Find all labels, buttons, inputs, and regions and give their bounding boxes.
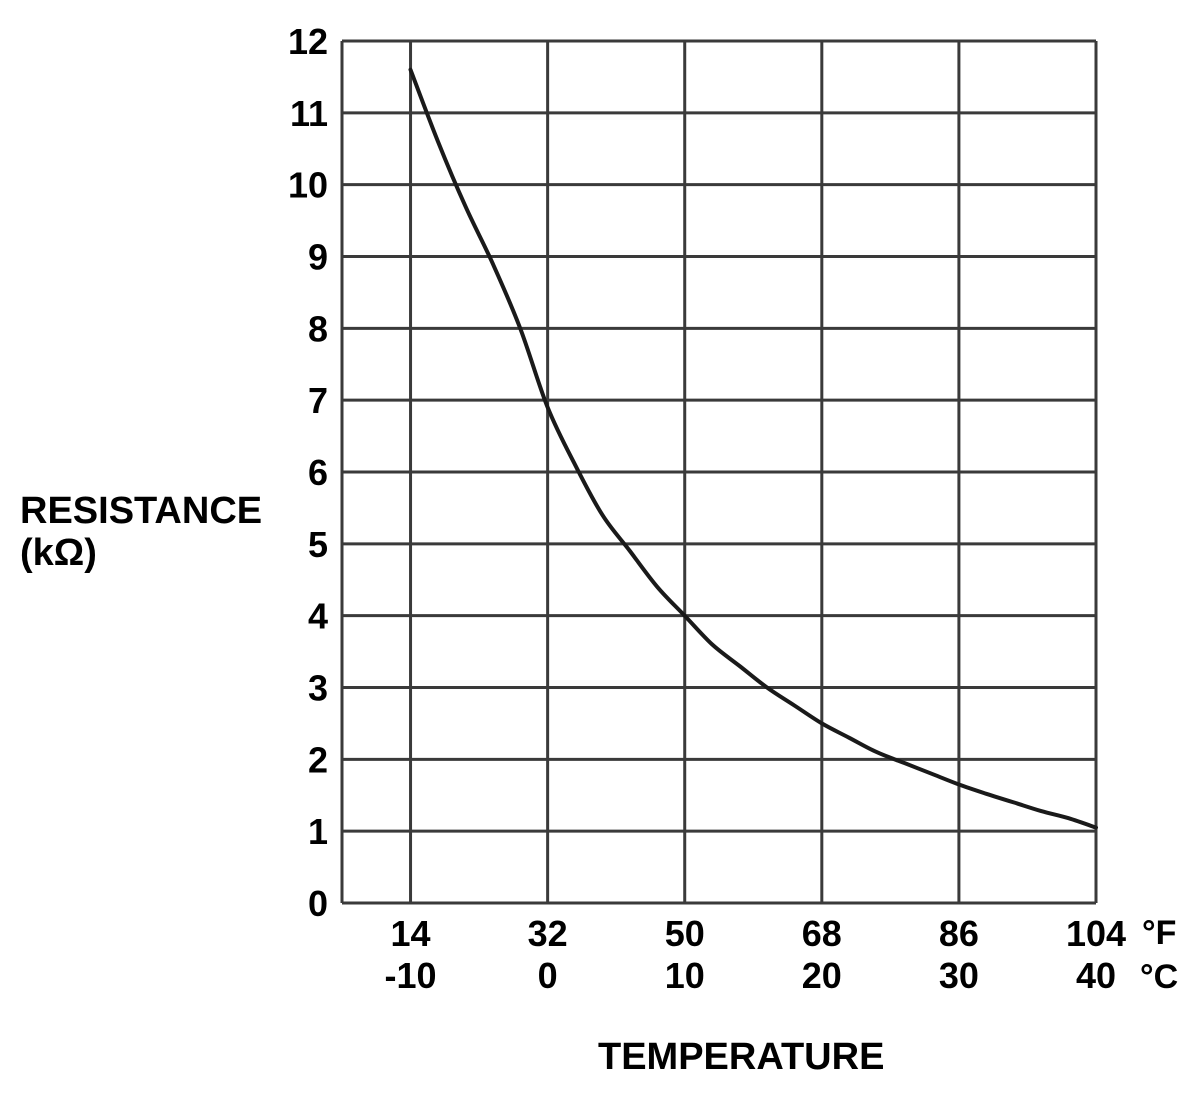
x-unit-label-c: °C <box>1140 958 1178 996</box>
x-tick-label-f-1: 32 <box>528 913 568 954</box>
y-axis-label: RESISTANCE (kΩ) <box>20 490 262 574</box>
y-tick-label-1: 1 <box>308 811 328 852</box>
y-tick-label-2: 2 <box>308 739 328 780</box>
y-axis-label-line2: (kΩ) <box>20 532 97 574</box>
y-tick-label-11: 11 <box>290 93 328 134</box>
x-tick-label-c-5: 40 <box>1076 955 1116 996</box>
grid <box>340 39 1098 905</box>
y-tick-label-6: 6 <box>308 452 328 493</box>
y-axis-label-line1: RESISTANCE <box>20 490 263 532</box>
x-tick-label-f-3: 68 <box>802 913 842 954</box>
y-tick-label-5: 5 <box>308 524 328 565</box>
series-line-0 <box>408 67 1098 830</box>
y-tick-label-12: 12 <box>288 21 328 62</box>
x-tick-label-c-4: 30 <box>939 955 979 996</box>
y-tick-label-4: 4 <box>308 596 328 637</box>
y-tick-label-9: 9 <box>308 237 328 278</box>
y-tick-label-8: 8 <box>308 308 328 349</box>
x-tick-label-c-2: 10 <box>665 955 705 996</box>
x-tick-label-c-1: 0 <box>538 955 558 996</box>
x-tick-label-f-4: 86 <box>939 913 979 954</box>
x-tick-label-f-5: 104 <box>1066 913 1126 954</box>
x-tick-label-f-0: 14 <box>391 913 431 954</box>
x-unit-label-f: °F <box>1142 914 1176 952</box>
y-tick-label-3: 3 <box>308 668 328 709</box>
x-axis-label: TEMPERATURE <box>598 1036 885 1078</box>
y-tick-label-0: 0 <box>308 883 328 924</box>
x-tick-label-f-2: 50 <box>665 913 705 954</box>
x-tick-label-c-3: 20 <box>802 955 842 996</box>
x-tick-label-c-0: -10 <box>385 955 437 996</box>
y-tick-label-7: 7 <box>308 380 328 421</box>
series <box>408 67 1098 830</box>
y-tick-label-10: 10 <box>288 165 328 206</box>
